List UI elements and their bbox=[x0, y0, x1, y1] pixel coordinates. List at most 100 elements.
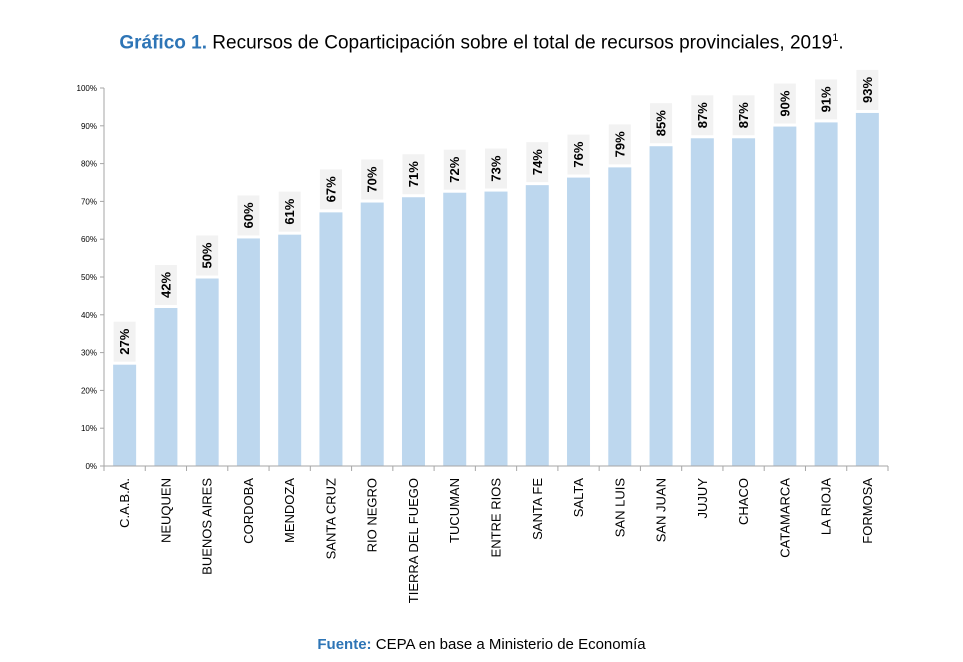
category-label: BUENOS AIRES bbox=[200, 478, 215, 575]
chart-title-end: . bbox=[838, 32, 844, 54]
y-tick-label: 40% bbox=[81, 311, 97, 320]
bar bbox=[443, 192, 467, 466]
data-label-box bbox=[443, 149, 466, 190]
bars bbox=[113, 112, 879, 467]
data-label-box bbox=[113, 321, 136, 362]
bar bbox=[195, 278, 219, 466]
category-label: SAN JUAN bbox=[654, 478, 669, 542]
data-label-box bbox=[526, 142, 549, 183]
data-label-box bbox=[196, 235, 219, 276]
data-label-box bbox=[154, 264, 177, 305]
data-label: 60% bbox=[241, 202, 256, 228]
category-label: TIERRA DEL FUEGO bbox=[406, 478, 421, 603]
data-label: 67% bbox=[323, 176, 338, 202]
x-axis: C.A.B.A. NEUQUEN BUENOS AIRES CORDOBA MENDOZ… bbox=[103, 465, 889, 603]
data-label-box bbox=[319, 169, 342, 210]
data-label-box bbox=[732, 95, 755, 136]
y-tick-label: 60% bbox=[81, 235, 97, 244]
bar bbox=[236, 238, 260, 466]
bar bbox=[773, 126, 797, 466]
y-tick-label: 50% bbox=[81, 273, 97, 282]
y-tick-label: 30% bbox=[81, 349, 97, 358]
data-labels: 27% 42% 50% 60% 61% 67% 70% 71% 72% 73% 74% 76% 79% 8… bbox=[113, 69, 879, 362]
data-label: 71% bbox=[406, 161, 421, 187]
category-label: LA RIOJA bbox=[819, 478, 834, 535]
data-label: 93% bbox=[860, 77, 875, 103]
bar bbox=[154, 307, 178, 466]
bar bbox=[401, 197, 425, 466]
data-label-box bbox=[361, 159, 384, 200]
chart-title-text: Recursos de Coparticipación sobre el tot… bbox=[212, 32, 833, 54]
y-tick-label: 10% bbox=[81, 424, 97, 433]
category-label: TUCUMAN bbox=[447, 478, 462, 543]
data-label-box bbox=[608, 124, 631, 165]
bar bbox=[649, 146, 673, 466]
data-label-box bbox=[773, 83, 796, 124]
bar bbox=[360, 202, 384, 466]
bar bbox=[484, 191, 508, 466]
bar bbox=[855, 112, 879, 466]
data-label: 91% bbox=[819, 86, 834, 112]
y-axis: 0% 10% 20% 30% 40% 50% 60% 70% 80% 90% 100% bbox=[77, 84, 105, 471]
category-label: ENTRE RIOS bbox=[489, 478, 504, 558]
bar bbox=[732, 138, 756, 467]
data-label-box bbox=[650, 103, 673, 144]
category-label: JUJUY bbox=[695, 478, 710, 519]
bar bbox=[319, 212, 343, 466]
category-label: SANTA CRUZ bbox=[323, 478, 338, 559]
category-label: SAN LUIS bbox=[612, 478, 627, 538]
source-lead: Fuente: bbox=[317, 636, 372, 653]
data-label: 87% bbox=[695, 102, 710, 128]
data-label-box bbox=[402, 154, 425, 195]
bar bbox=[608, 167, 632, 466]
data-label: 72% bbox=[447, 156, 462, 182]
data-label: 50% bbox=[200, 242, 215, 268]
bar bbox=[525, 185, 549, 466]
category-label: RIO NEGRO bbox=[365, 478, 380, 552]
y-tick-label: 100% bbox=[77, 84, 97, 93]
category-label: C.A.B.A. bbox=[117, 478, 132, 528]
bar bbox=[567, 177, 591, 466]
chart-title: Gráfico 1. Recursos de Coparticipación s… bbox=[0, 32, 963, 54]
category-label: SANTA FE bbox=[530, 478, 545, 540]
data-label-box bbox=[856, 69, 879, 110]
data-label: 76% bbox=[571, 141, 586, 167]
data-label-box bbox=[485, 148, 507, 189]
chart-title-footnote: 1 bbox=[832, 32, 839, 44]
data-label: 73% bbox=[489, 155, 504, 181]
data-label-box bbox=[567, 134, 590, 175]
category-label: FORMOSA bbox=[860, 478, 875, 544]
category-label: SALTA bbox=[571, 478, 586, 518]
data-label-box bbox=[691, 95, 714, 136]
bar bbox=[690, 138, 714, 467]
data-label: 79% bbox=[612, 131, 627, 157]
data-label-box bbox=[278, 191, 301, 232]
data-label: 70% bbox=[365, 166, 380, 192]
category-label: CORDOBA bbox=[241, 478, 256, 544]
y-tick-label: 80% bbox=[81, 160, 97, 169]
category-label: NEUQUEN bbox=[158, 478, 173, 543]
bar bbox=[278, 234, 302, 466]
data-label: 90% bbox=[777, 90, 792, 116]
data-label: 61% bbox=[282, 198, 297, 224]
source-text: CEPA en base a Ministerio de Economía bbox=[375, 636, 646, 653]
data-label-box bbox=[815, 79, 838, 120]
chart-title-lead: Gráfico 1. bbox=[119, 32, 207, 54]
y-tick-label: 20% bbox=[81, 386, 97, 395]
category-label: CATAMARCA bbox=[777, 478, 792, 558]
category-label: MENDOZA bbox=[282, 478, 297, 543]
data-label: 87% bbox=[736, 102, 751, 128]
y-tick-label: 0% bbox=[85, 462, 97, 471]
bar bbox=[814, 122, 838, 466]
y-tick-label: 90% bbox=[81, 122, 97, 131]
data-label: 42% bbox=[158, 272, 173, 298]
source-note: Fuente: CEPA en base a Ministerio de Eco… bbox=[0, 636, 963, 653]
data-label: 27% bbox=[117, 328, 132, 354]
data-label-box bbox=[237, 195, 260, 236]
y-tick-label: 70% bbox=[81, 197, 97, 206]
data-label: 74% bbox=[530, 149, 545, 175]
category-label: CHACO bbox=[736, 478, 751, 525]
data-label: 85% bbox=[654, 110, 669, 136]
bar bbox=[113, 364, 137, 466]
